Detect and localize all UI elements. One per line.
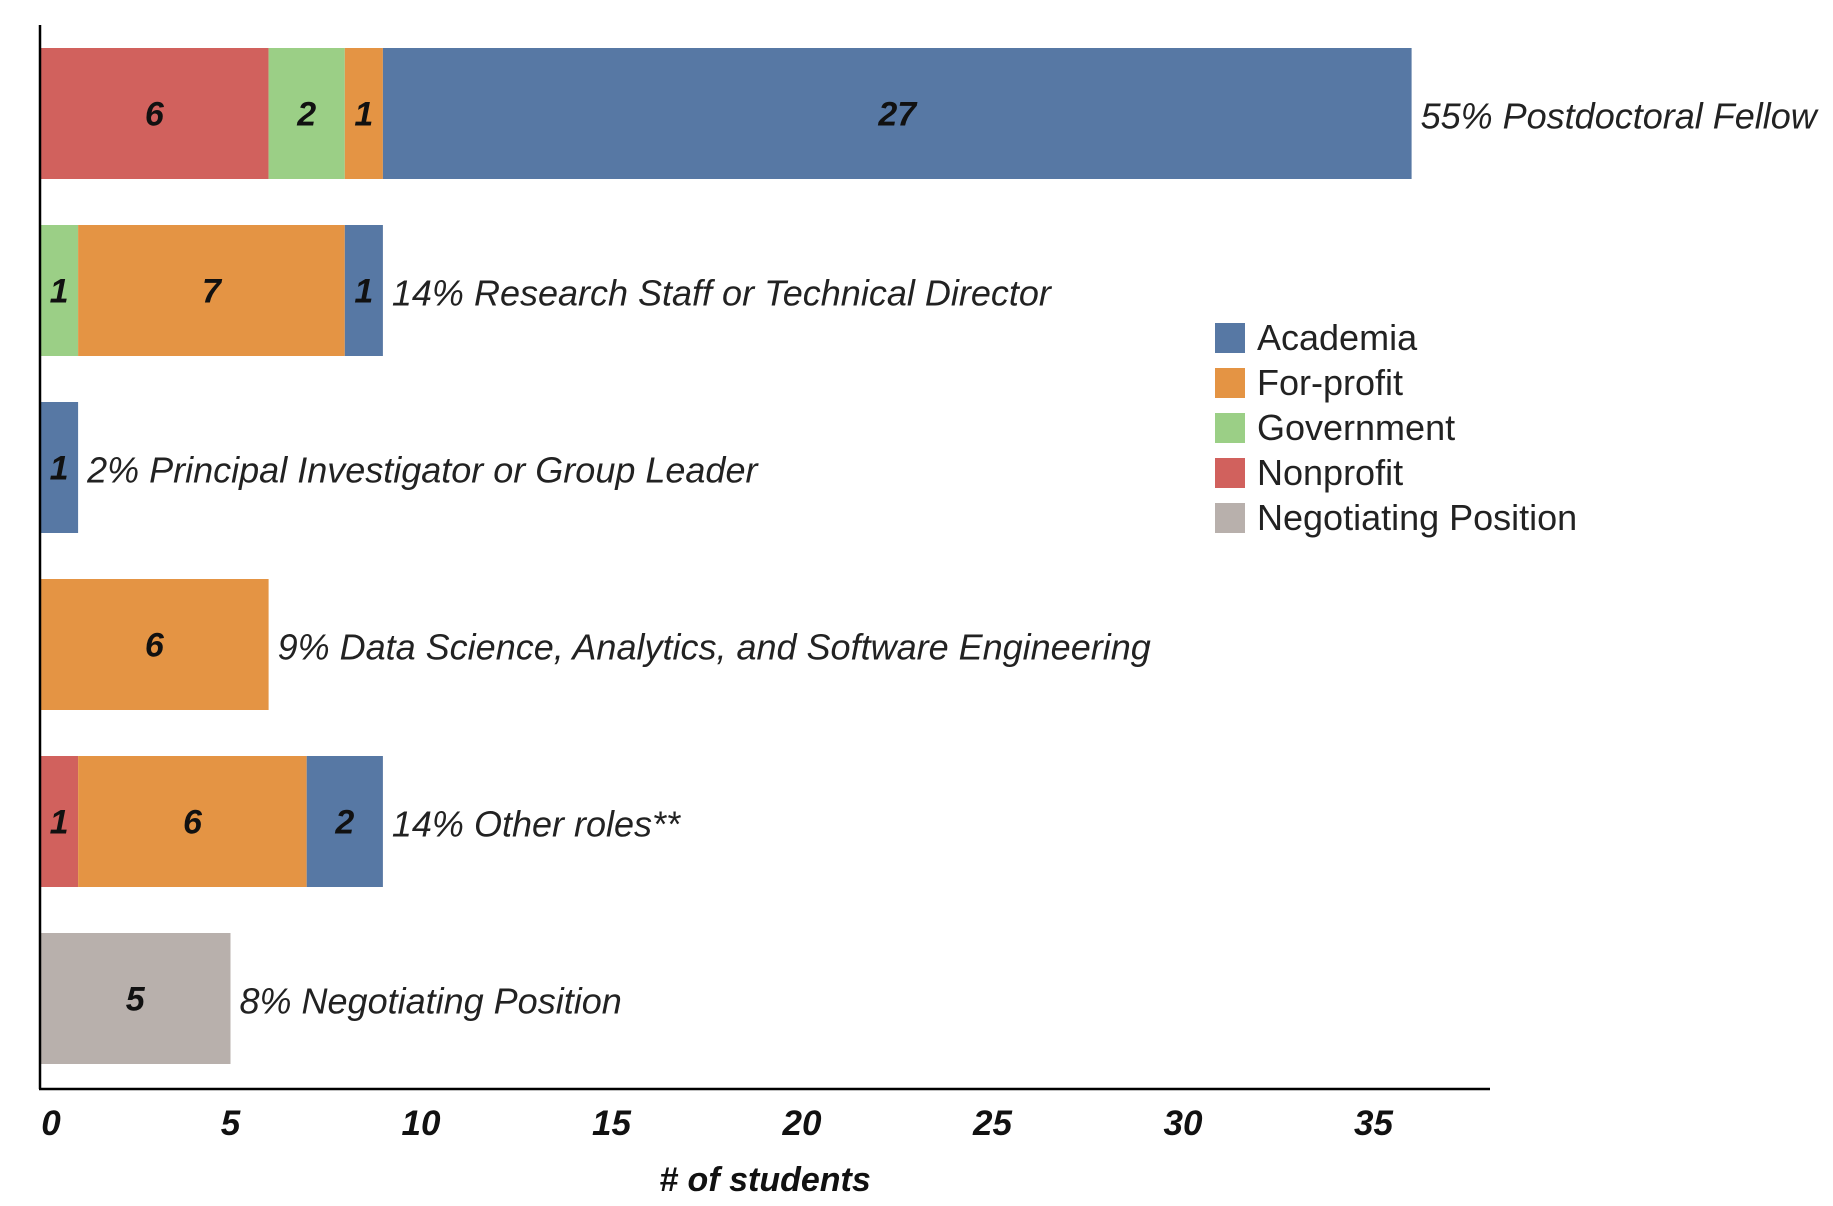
legend-swatch — [1215, 323, 1245, 353]
row-category-label: 2% Principal Investigator or Group Leade… — [86, 450, 759, 491]
legend-label: Government — [1257, 407, 1455, 448]
x-tick-label: 20 — [782, 1104, 822, 1143]
bar-segment-nonprofit — [40, 48, 269, 179]
row-category-label: 14% Research Staff or Technical Director — [392, 273, 1053, 314]
segment-value-label: 1 — [354, 96, 373, 134]
x-tick-label: 0 — [41, 1104, 61, 1143]
row-category-label: 14% Other roles** — [392, 804, 681, 845]
segment-value-label: 1 — [50, 450, 69, 488]
segment-value-label: 6 — [145, 96, 165, 134]
legend-swatch — [1215, 413, 1245, 443]
legend-item-government: Government — [1215, 407, 1455, 448]
segment-value-label: 6 — [183, 804, 203, 842]
segment-value-label: 2 — [334, 804, 354, 842]
x-tick-label: 10 — [402, 1104, 441, 1143]
bar-row-1: 6 2 1 27 55% Postdoctoral Fellow — [40, 48, 1819, 179]
legend-label: Academia — [1257, 317, 1418, 358]
bar-segment-academia — [382, 48, 1412, 179]
bar-segment-for-profit — [40, 579, 269, 710]
row-category-label: 8% Negotiating Position — [240, 981, 622, 1022]
legend-swatch — [1215, 458, 1245, 488]
segment-value-label: 1 — [50, 273, 69, 311]
legend-swatch — [1215, 368, 1245, 398]
x-axis-title: # of students — [659, 1161, 871, 1199]
bar-segment-for-profit — [78, 756, 307, 887]
row-category-label: 55% Postdoctoral Fellow — [1421, 96, 1819, 137]
legend: AcademiaFor-profitGovernmentNonprofitNeg… — [1215, 317, 1577, 538]
legend-item-academia: Academia — [1215, 317, 1418, 358]
bar-row-4: 6 9% Data Science, Analytics, and Softwar… — [40, 579, 1151, 710]
legend-item-nonprofit: Nonprofit — [1215, 452, 1403, 493]
bar-segment-nonprofit — [40, 756, 79, 887]
x-tick-label: 35 — [1354, 1104, 1393, 1143]
segment-value-label: 5 — [126, 981, 146, 1019]
bar-segment-academia — [306, 756, 383, 887]
bar-segment-for-profit — [344, 48, 383, 179]
bar-segment-academia — [40, 402, 79, 533]
bar-row-3: 1 2% Principal Investigator or Group Lead… — [40, 402, 759, 533]
bar-segment-academia — [344, 225, 383, 356]
bar-segment-government — [40, 225, 79, 356]
bar-row-5: 1 6 2 14% Other roles** — [40, 756, 681, 887]
axes-layer: 0 5 10 15 20 25 30 35# of students — [38, 25, 1490, 1199]
bar-segment-government — [268, 48, 345, 179]
x-tick-label: 25 — [972, 1104, 1012, 1143]
legend-item-negotiating-position: Negotiating Position — [1215, 497, 1577, 538]
segment-value-label: 6 — [145, 627, 165, 665]
x-tick-label: 5 — [221, 1104, 241, 1143]
x-tick-label: 30 — [1164, 1104, 1203, 1143]
bar-segment-for-profit — [78, 225, 345, 356]
legend-label: For-profit — [1257, 362, 1403, 403]
bar-row-2: 1 7 1 14% Research Staff or Technical Direc… — [40, 225, 1053, 356]
segment-value-label: 1 — [354, 273, 373, 311]
segment-value-label: 2 — [296, 96, 316, 134]
segment-value-label: 1 — [50, 804, 69, 842]
legend-swatch — [1215, 503, 1245, 533]
x-tick-label: 15 — [592, 1104, 631, 1143]
bar-row-6: 5 8% Negotiating Position — [40, 933, 622, 1064]
bar-segment-negotiating-position — [40, 933, 231, 1064]
segment-value-label: 7 — [202, 273, 223, 311]
legend-label: Nonprofit — [1257, 452, 1403, 493]
legend-item-for-profit: For-profit — [1215, 362, 1403, 403]
legend-label: Negotiating Position — [1257, 497, 1577, 538]
row-category-label: 9% Data Science, Analytics, and Software… — [278, 627, 1151, 668]
segment-value-label: 27 — [877, 96, 918, 134]
